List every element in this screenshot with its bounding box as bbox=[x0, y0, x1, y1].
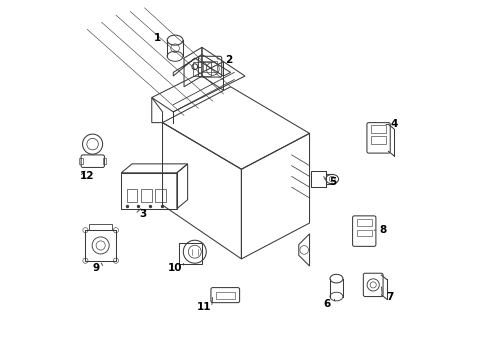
Bar bbox=[311, 171, 326, 187]
Bar bbox=[357, 230, 371, 236]
Text: 6: 6 bbox=[324, 299, 331, 309]
Text: 7: 7 bbox=[387, 292, 394, 302]
Bar bbox=[216, 292, 235, 299]
Text: 8: 8 bbox=[379, 225, 387, 235]
Text: 2: 2 bbox=[225, 55, 232, 65]
Bar bbox=[141, 189, 152, 202]
Bar bbox=[357, 219, 371, 226]
Bar bbox=[203, 61, 217, 72]
Bar bbox=[371, 126, 386, 134]
Bar bbox=[122, 173, 177, 209]
Bar bbox=[102, 158, 106, 164]
Bar bbox=[193, 62, 211, 76]
Bar bbox=[126, 189, 137, 202]
Bar bbox=[85, 230, 116, 261]
Text: 5: 5 bbox=[329, 177, 337, 187]
Bar bbox=[179, 243, 202, 264]
Text: 10: 10 bbox=[168, 263, 182, 273]
Text: 4: 4 bbox=[390, 120, 397, 129]
Bar bbox=[371, 136, 386, 144]
Bar bbox=[155, 189, 166, 202]
Text: 12: 12 bbox=[80, 171, 95, 181]
Text: 11: 11 bbox=[196, 302, 211, 312]
Text: 9: 9 bbox=[93, 263, 100, 273]
Text: 3: 3 bbox=[139, 209, 147, 219]
Text: 1: 1 bbox=[153, 33, 161, 43]
Bar bbox=[79, 158, 83, 164]
